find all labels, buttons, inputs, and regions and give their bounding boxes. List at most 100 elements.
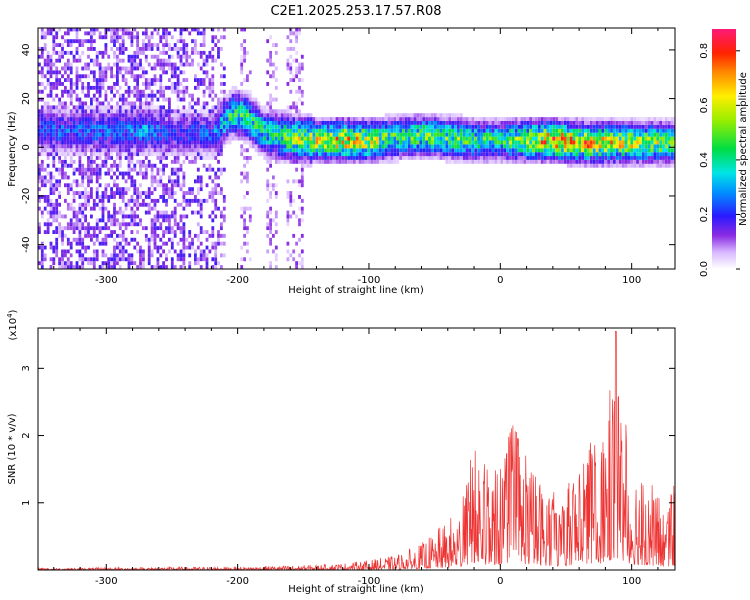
spectrogram-cell <box>150 253 154 258</box>
spectrogram-cell <box>647 152 651 157</box>
spectrogram-cell <box>176 50 180 55</box>
spectrogram-cell <box>506 121 509 125</box>
spectrogram-cell <box>601 136 605 141</box>
spectrogram-cell <box>468 132 472 137</box>
spectrogram-cell <box>121 105 125 110</box>
spectrogram-cell <box>182 50 186 55</box>
spectrogram-cell <box>153 28 157 32</box>
spectrogram-cell <box>373 140 376 145</box>
spectrogram-cell <box>75 74 79 79</box>
spectrogram-cell <box>214 152 218 157</box>
spectrogram-cell <box>615 136 619 141</box>
spectrogram-cell <box>90 85 93 90</box>
spectrogram-cell <box>139 101 142 106</box>
spectrogram-cell <box>191 28 194 32</box>
spectrogram-cell <box>40 136 44 141</box>
spectrogram-cell <box>69 70 73 75</box>
spectrogram-cell <box>113 93 116 98</box>
spectrogram-cell <box>101 54 105 59</box>
spectrogram-cell <box>326 121 330 125</box>
spectrogram-cell <box>532 124 535 129</box>
spectrogram-cell <box>107 148 111 153</box>
spectrogram-cell <box>75 70 79 75</box>
spectrogram-cell <box>116 89 119 94</box>
spectrogram-cell <box>87 47 90 51</box>
spectrogram-cell <box>491 136 495 141</box>
spectrogram-cell <box>147 85 151 90</box>
spectrogram-cell <box>295 35 298 40</box>
spectrogram-cell <box>87 230 90 234</box>
spectrogram-cell <box>503 117 506 121</box>
spectrogram-cell <box>170 109 174 114</box>
spectrogram-cell <box>179 144 183 149</box>
spectrogram-cell <box>194 156 197 160</box>
spectrogram-cell <box>298 89 301 94</box>
spectrogram-cell <box>127 70 131 75</box>
spectrogram-cell <box>61 167 64 172</box>
spectrogram-cell <box>144 156 148 160</box>
spectrogram-cell <box>289 144 293 149</box>
spectrogram-cell <box>58 233 61 238</box>
spectrogram-cell <box>552 159 556 164</box>
spectrogram-cell <box>116 175 119 180</box>
spectrogram-cell <box>162 171 165 176</box>
spectrogram-cell <box>61 109 64 114</box>
spectrogram-cell <box>124 140 128 145</box>
spectrogram-cell <box>416 136 420 141</box>
spectrogram-cell <box>604 163 608 168</box>
spectrogram-cell <box>46 70 50 75</box>
spectrogram-cell <box>350 140 353 145</box>
spectrogram-cell <box>162 66 165 71</box>
spectrogram-cell <box>572 128 576 133</box>
spectrogram-cell <box>101 109 105 114</box>
spectrogram-cell <box>289 62 293 67</box>
spectrogram-cell <box>240 124 244 129</box>
spectrogram-cell <box>118 144 122 149</box>
spectrogram-cell <box>127 167 131 172</box>
spectrogram-cell <box>269 210 272 215</box>
spectrogram-cell <box>604 124 608 129</box>
spectrogram-cell <box>64 253 67 258</box>
spectrogram-cell <box>361 121 365 125</box>
spectrogram-cell <box>176 171 180 176</box>
spectrogram-cell <box>266 124 270 129</box>
spectrogram-cell <box>130 195 134 199</box>
spectrogram-cell <box>607 121 610 125</box>
spectrogram-cell <box>150 167 154 172</box>
spectrogram-cell <box>159 144 163 149</box>
spectrogram-cell <box>419 121 423 125</box>
spectrogram-cell <box>168 226 171 231</box>
spectrogram-cell <box>399 156 402 160</box>
spectrogram-cell <box>156 78 160 82</box>
spectrogram-cell <box>656 140 660 145</box>
spectrogram-cell <box>153 128 157 133</box>
spectrogram-cell <box>92 62 96 67</box>
spectrogram-cell <box>667 140 671 145</box>
spectrogram-cell <box>144 148 148 153</box>
spectrogram-cell <box>136 113 139 118</box>
spectrogram-cell <box>95 105 99 110</box>
spectrogram-cell <box>159 109 163 114</box>
spectrogram-cell <box>165 28 168 32</box>
spectrogram-cell <box>506 152 509 157</box>
spectrogram-cell <box>433 140 437 145</box>
spectrogram-cell <box>387 128 391 133</box>
spectrogram-cell <box>598 121 602 125</box>
spectrogram-cell <box>639 121 642 125</box>
spectrogram-cell <box>173 222 177 227</box>
spectrogram-cell <box>58 113 61 118</box>
spectrogram-cell <box>168 54 171 59</box>
spectrogram-cell <box>393 159 397 164</box>
spectrogram-cell <box>124 171 128 176</box>
spectrogram-cell <box>116 101 119 106</box>
spectrogram-cell <box>194 39 197 44</box>
spectrogram-cell <box>156 58 160 63</box>
spectrogram-cell <box>84 233 87 238</box>
spectrogram-cell <box>653 121 657 125</box>
spectrogram-cell <box>121 222 125 227</box>
spectrogram-cell <box>220 89 223 94</box>
spectrogram-cell <box>653 159 657 164</box>
spectrogram-cell <box>156 54 160 59</box>
spectrogram-cell <box>173 85 177 90</box>
spectrogram-cell <box>436 152 440 157</box>
